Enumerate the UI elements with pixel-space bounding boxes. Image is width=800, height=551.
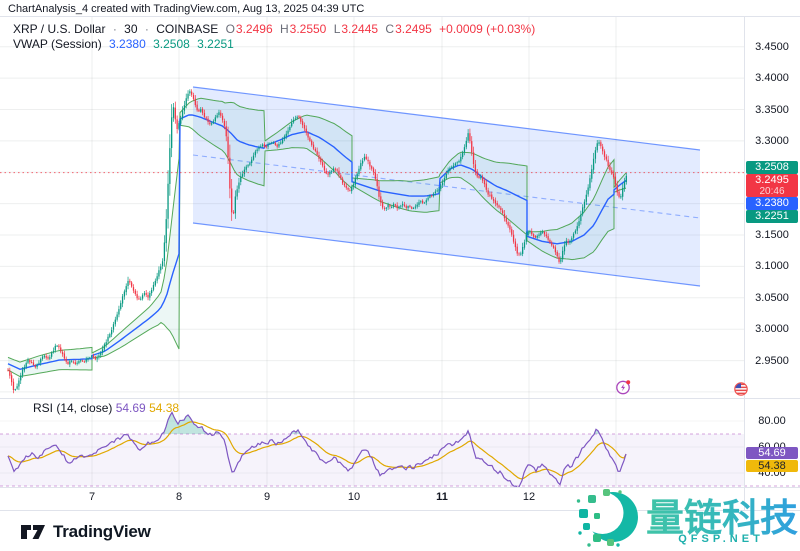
high-value: 3.2550 (289, 22, 327, 36)
legend-separator: · (144, 22, 149, 36)
symbol-exchange: COINBASE (156, 22, 219, 36)
vwap-value: 3.2380 (109, 37, 146, 51)
open-value: 3.2496 (235, 22, 273, 36)
rsi-legend-row[interactable]: RSI (14, close) 54.69 54.38 (33, 401, 179, 415)
alert-lightning-button[interactable] (615, 379, 631, 395)
rsi-badge: 54.69 (746, 447, 798, 459)
time-axis-label: 7 (88, 491, 96, 503)
vwap-legend-row[interactable]: VWAP (Session) 3.2380 3.2508 3.2251 (13, 37, 238, 51)
open-label: O (225, 22, 235, 36)
tradingview-glyph-icon (21, 525, 45, 539)
change-value: +0.0009 (+0.03%) (439, 22, 536, 36)
price-axis-tick: 3.1500 (755, 229, 789, 241)
price-axis-tick: 3.0000 (755, 323, 789, 335)
price-badge: 3.2251 (746, 210, 798, 223)
rsi-axis-tick: 80.00 (758, 415, 786, 427)
watermark-logo-icon (575, 488, 641, 551)
symbol-legend-row[interactable]: XRP / U.S. Dollar · 30 · COINBASE O3.249… (13, 22, 539, 36)
rsi-ma-value: 54.38 (149, 401, 180, 415)
us-economic-events-button[interactable] (733, 381, 749, 397)
time-axis-label: 12 (522, 491, 536, 503)
symbol-title: XRP / U.S. Dollar (13, 22, 106, 36)
time-axis-label: 8 (175, 491, 183, 503)
snapshot-header: ChartAnalysis_4 created with TradingView… (8, 3, 365, 15)
watermark-subtext: QFSP.NET (678, 533, 764, 545)
bar-countdown: 20:46 (759, 185, 785, 197)
high-label: H (279, 22, 289, 36)
close-label: C (385, 22, 395, 36)
vwap-upper-value: 3.2508 (153, 37, 190, 51)
price-badge: 3.2380 (746, 197, 798, 210)
legend-separator: · (112, 22, 117, 36)
lightning-icon (616, 380, 631, 395)
vwap-lower-value: 3.2251 (197, 37, 234, 51)
time-axis-label: 11 (436, 491, 448, 503)
price-axis-tick: 3.4500 (755, 41, 789, 53)
tradingview-logo-text: TradingView (53, 522, 151, 541)
low-value: 3.2445 (341, 22, 379, 36)
vwap-label: VWAP (Session) (13, 37, 102, 51)
tradingview-logo[interactable]: TradingView (20, 522, 151, 542)
price-axis-tick: 2.9500 (755, 355, 789, 367)
price-axis-tick: 3.4000 (755, 72, 789, 84)
price-axis-tick: 3.1000 (755, 260, 789, 272)
rsi-badge: 54.38 (746, 460, 798, 472)
price-badge: 3.2495 20:46 (746, 174, 798, 197)
rsi-value: 54.69 (115, 401, 146, 415)
watermark-text: 量链科技 (646, 487, 798, 542)
time-axis-label: 10 (347, 491, 361, 503)
symbol-interval: 30 (124, 22, 138, 36)
time-axis-label: 9 (263, 491, 271, 503)
close-value: 3.2495 (395, 22, 432, 36)
price-axis-tick: 3.3500 (755, 104, 789, 116)
price-axis-tick: 3.3000 (755, 135, 789, 147)
price-badge: 3.2508 (746, 161, 798, 174)
rsi-label: RSI (14, close) (33, 401, 113, 415)
price-axis-tick: 3.0500 (755, 292, 789, 304)
us-flag-icon (734, 382, 748, 396)
low-label: L (333, 22, 341, 36)
